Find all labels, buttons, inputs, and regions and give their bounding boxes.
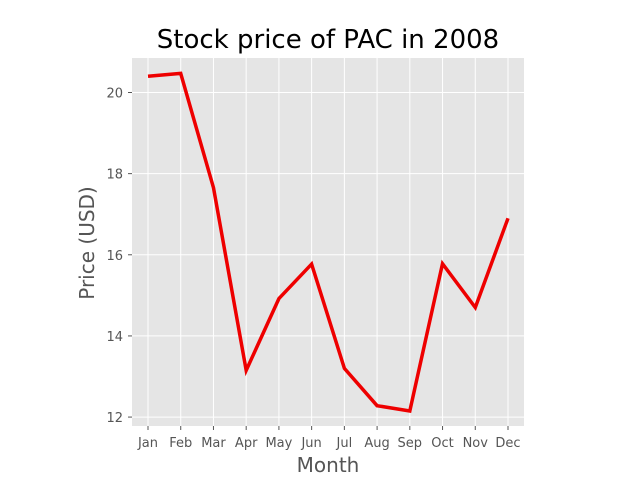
grid (132, 58, 524, 426)
series (147, 71, 510, 413)
y-tick-label: 12 (106, 411, 123, 426)
plot-area (132, 58, 524, 426)
x-tick-label: Dec (495, 436, 520, 451)
x-tick-label: Oct (431, 436, 453, 451)
x-axis-label: Month (297, 453, 360, 477)
y-tick-label: 16 (106, 249, 123, 264)
y-tick-label: 14 (106, 330, 123, 345)
y-tick-label: 20 (106, 86, 123, 101)
x-tick-label: Jan (137, 436, 158, 451)
y-axis-label: Price (USD) (75, 186, 99, 300)
series-line (147, 71, 510, 413)
x-tick-label: Feb (169, 436, 192, 451)
y-tick-label: 18 (106, 168, 123, 183)
x-tick-label: Mar (201, 436, 226, 451)
x-tick-label: Jul (336, 436, 353, 451)
x-tick-label: Apr (235, 436, 258, 451)
chart-title: Stock price of PAC in 2008 (157, 25, 499, 55)
x-tick-label: Sep (398, 436, 423, 451)
x-tick-label: May (265, 436, 292, 451)
ticks: Jan Feb Mar Apr May Jun Jul Aug Sep Oct Nov Dec 12 14… (106, 86, 520, 451)
x-tick-label: Jun (300, 436, 321, 451)
x-tick-label: Aug (364, 436, 389, 451)
x-tick-label: Nov (463, 436, 489, 451)
